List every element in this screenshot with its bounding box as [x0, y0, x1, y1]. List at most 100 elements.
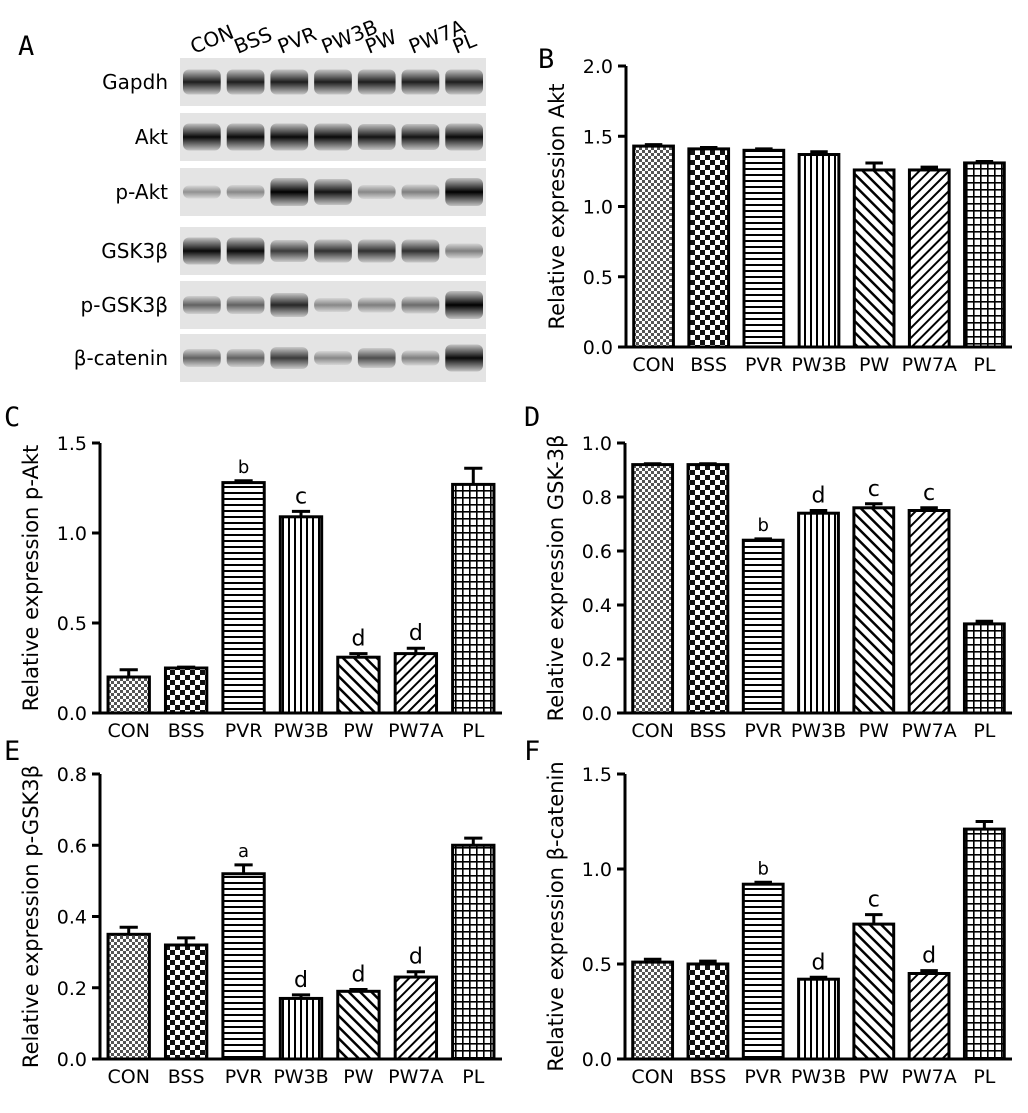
- blot-band: [183, 69, 221, 95]
- bar: [907, 972, 951, 1061]
- bar: [852, 168, 896, 349]
- x-category-label: PW: [343, 1066, 373, 1088]
- bar-charts: 0.0 0.5 1.0 1.5 2.0 Relative expression Akt CO…: [19, 56, 1012, 1088]
- bar: [221, 872, 266, 1061]
- blot-band: [357, 69, 396, 95]
- y-tick-label: 0.0: [582, 1049, 612, 1071]
- x-category-label: PW3B: [791, 354, 846, 376]
- y-tick-label: 0.2: [57, 978, 87, 1000]
- x-category-label: PVR: [225, 720, 263, 742]
- y-tick-label: 0.6: [57, 835, 87, 857]
- significance-letter: d: [812, 484, 826, 509]
- x-category-label: PW: [859, 720, 889, 742]
- x-category-label: PVR: [745, 354, 783, 376]
- bar: [451, 482, 496, 715]
- y-tick-label: 2.0: [583, 56, 613, 78]
- blot-band: [445, 69, 483, 95]
- blot-band: [401, 296, 440, 314]
- x-category-label: PW7A: [388, 720, 443, 742]
- bar: [632, 144, 675, 349]
- y-tick-label: 1.0: [57, 523, 87, 545]
- blot-band: [183, 296, 221, 314]
- x-category-label: PL: [973, 354, 995, 376]
- y-axis-label: Relative expression p-GSK3β: [19, 765, 43, 1068]
- x-category-label: CON: [107, 1066, 149, 1088]
- y-tick-label: 1.0: [582, 433, 612, 455]
- blot-band: [270, 178, 309, 206]
- blot-band: [445, 123, 483, 151]
- bar: [336, 989, 381, 1061]
- significance-letter: d: [351, 963, 365, 988]
- blot-lane-label: PVR: [274, 21, 320, 58]
- x-category-label: PW7A: [901, 1066, 956, 1088]
- blot-band: [401, 350, 440, 366]
- bar: [797, 153, 841, 349]
- y-tick-label: 0.5: [57, 613, 87, 635]
- blot-row-label: Akt: [135, 125, 168, 149]
- blot-band: [357, 185, 396, 199]
- blot-lane-label: BSS: [230, 22, 275, 59]
- blot-band: [445, 291, 483, 319]
- y-tick-label: 1.5: [583, 126, 613, 148]
- bar: [163, 666, 209, 715]
- blot-band: [183, 185, 221, 199]
- chart-b: 0.0 0.5 1.0 1.5 2.0 Relative expression Akt CO…: [545, 56, 1012, 376]
- bar: [393, 975, 439, 1061]
- bar: [797, 977, 840, 1061]
- blot-band: [314, 69, 352, 95]
- blot-band: [314, 179, 352, 205]
- blot-band: [314, 123, 352, 151]
- y-tick-label: 0.5: [582, 954, 612, 976]
- bar: [741, 538, 785, 715]
- x-category-label: PW: [343, 720, 373, 742]
- x-category-label: CON: [632, 354, 674, 376]
- blot-band: [226, 237, 265, 265]
- x-category-label: PW7A: [901, 720, 956, 742]
- x-category-label: PW7A: [902, 354, 957, 376]
- x-category-label: CON: [631, 1066, 673, 1088]
- x-category-label: PL: [462, 720, 484, 742]
- panel-letter-d: D: [524, 402, 540, 433]
- blot-band: [183, 349, 221, 367]
- blot-band: [226, 296, 265, 314]
- significance-letter: d: [812, 950, 826, 975]
- significance-letter: a: [238, 841, 249, 862]
- panel-letter-f: F: [524, 736, 540, 767]
- blot-band: [314, 351, 352, 365]
- x-category-label: PVR: [744, 1066, 782, 1088]
- blot-band: [357, 124, 396, 150]
- significance-letter: c: [295, 484, 307, 509]
- blot-band: [270, 347, 309, 369]
- bar: [686, 463, 730, 715]
- x-category-label: CON: [107, 720, 149, 742]
- blot-band: [226, 123, 265, 151]
- panel-letter-b: B: [538, 44, 554, 75]
- x-category-label: BSS: [690, 354, 727, 376]
- y-tick-label: 0.0: [583, 337, 613, 359]
- blot-band: [357, 297, 396, 313]
- blot-band: [270, 123, 309, 151]
- x-category-label: PVR: [744, 720, 782, 742]
- significance-letter: c: [868, 477, 880, 502]
- blot-band: [314, 298, 352, 312]
- bar: [907, 168, 951, 349]
- y-tick-label: 0.5: [583, 267, 613, 289]
- x-category-label: PL: [973, 1066, 995, 1088]
- significance-letter: b: [757, 858, 768, 879]
- significance-letter: d: [409, 621, 423, 646]
- x-category-label: PL: [973, 720, 995, 742]
- blot-band: [401, 124, 440, 150]
- y-tick-label: 0.0: [57, 703, 87, 725]
- panel-letter-c: C: [4, 402, 20, 433]
- x-category-label: PW3B: [791, 1066, 846, 1088]
- bar: [797, 511, 840, 715]
- y-tick-label: 0.4: [57, 907, 87, 929]
- blot-band: [183, 237, 221, 265]
- significance-letter: d: [351, 627, 365, 652]
- x-category-label: BSS: [168, 1066, 205, 1088]
- chart-e: 0.0 0.2 0.4 0.6 0.8 Relative expression p-GSK…: [19, 764, 502, 1088]
- bar: [741, 882, 785, 1061]
- y-tick-label: 0.4: [582, 595, 612, 617]
- blot-row-label: Gapdh: [102, 70, 168, 94]
